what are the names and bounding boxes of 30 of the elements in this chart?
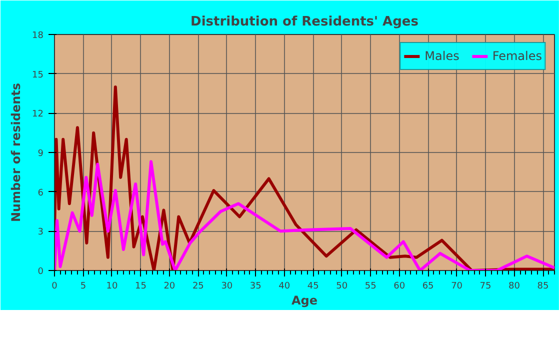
x-tick-label: 0 [52, 282, 58, 292]
legend-label: Males [424, 49, 460, 63]
x-tick-label: 45 [307, 282, 319, 292]
x-tick-label: 40 [278, 282, 290, 292]
x-tick-label: 15 [134, 282, 146, 292]
x-tick-label: 30 [221, 282, 233, 292]
y-tick-label: 12 [32, 110, 44, 120]
x-tick-label: 50 [336, 282, 348, 292]
legend-label: Females [492, 49, 542, 63]
y-tick-label: 15 [32, 70, 44, 80]
x-tick-label: 85 [537, 282, 549, 292]
y-tick-label: 6 [38, 188, 44, 198]
x-tick-label: 25 [192, 282, 204, 292]
x-tick-label: 70 [451, 282, 463, 292]
y-axis-title: Number of residents [9, 82, 24, 222]
x-axis-title: Age [291, 294, 318, 308]
y-tick-label: 0 [38, 267, 44, 277]
x-tick-label: 75 [480, 282, 492, 292]
y-tick-label: 9 [38, 149, 44, 159]
y-tick-label: 3 [38, 228, 44, 238]
x-tick-label: 60 [394, 282, 406, 292]
x-tick-label: 10 [106, 282, 118, 292]
x-tick-label: 80 [508, 282, 520, 292]
x-tick-label: 65 [422, 282, 434, 292]
x-tick-label: 35 [250, 282, 262, 292]
y-tick-label: 18 [32, 31, 44, 41]
x-tick-label: 5 [80, 282, 86, 292]
chart-title: Distribution of Residents' Ages [190, 14, 419, 30]
x-tick-label: 20 [164, 282, 176, 292]
x-tick-label: 55 [364, 282, 376, 292]
